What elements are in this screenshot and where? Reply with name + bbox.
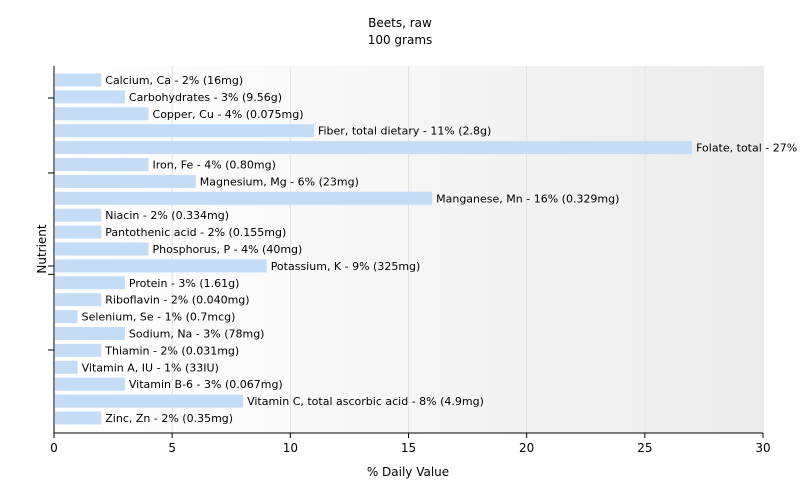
bar	[55, 259, 267, 273]
bar	[55, 73, 102, 87]
bar	[55, 208, 102, 222]
bar	[55, 141, 693, 155]
bar	[55, 293, 102, 307]
bar-label: Calcium, Ca - 2% (16mg)	[105, 74, 243, 87]
bar-label: Potassium, K - 9% (325mg)	[271, 260, 421, 273]
bar	[55, 360, 78, 374]
bar	[55, 174, 196, 188]
bar	[55, 90, 125, 104]
bar-label: Folate, total - 27% (109mcg)	[696, 142, 800, 155]
bar-label: Vitamin A, IU - 1% (33IU)	[82, 361, 219, 374]
y-axis-label: Nutrient	[35, 224, 49, 274]
x-tick-label: 20	[519, 441, 534, 455]
bar	[55, 377, 125, 391]
bar-label: Thiamin - 2% (0.031mg)	[104, 344, 239, 357]
bar	[55, 411, 102, 425]
bar	[55, 394, 244, 408]
bar-label: Selenium, Se - 1% (0.7mcg)	[82, 311, 236, 324]
bar-label: Iron, Fe - 4% (0.80mg)	[153, 159, 276, 172]
bar-label: Vitamin B-6 - 3% (0.067mg)	[129, 378, 283, 391]
x-tick-label: 0	[50, 441, 58, 455]
bar	[55, 158, 149, 171]
bar-label: Zinc, Zn - 2% (0.35mg)	[105, 412, 233, 425]
bar-label: Manganese, Mn - 16% (0.329mg)	[436, 192, 619, 205]
bar-label: Carbohydrates - 3% (9.56g)	[129, 91, 282, 104]
bar-label: Niacin - 2% (0.334mg)	[105, 209, 229, 222]
x-tick-label: 30	[755, 441, 770, 455]
bar	[55, 107, 149, 121]
bar-label: Sodium, Na - 3% (78mg)	[129, 328, 265, 341]
bar	[55, 124, 314, 138]
x-tick-label: 25	[637, 441, 652, 455]
bar	[55, 242, 149, 256]
axes: 0 5 10 15 20 25 30	[48, 66, 771, 455]
bar-label: Vitamin C, total ascorbic acid - 8% (4.9…	[247, 395, 484, 408]
bar	[55, 310, 78, 324]
bar	[55, 327, 125, 340]
x-tick-label: 10	[283, 441, 298, 455]
chart-subtitle: 100 grams	[368, 33, 433, 47]
bar-label: Magnesium, Mg - 6% (23mg)	[200, 175, 359, 188]
bar-label: Phosphorus, P - 4% (40mg)	[153, 243, 303, 256]
bar-label: Pantothenic acid - 2% (0.155mg)	[105, 226, 286, 239]
bar	[55, 191, 433, 205]
bar-label: Protein - 3% (1.61g)	[129, 277, 240, 290]
bar	[55, 343, 102, 357]
bar	[55, 225, 102, 239]
bar-label: Copper, Cu - 4% (0.075mg)	[153, 108, 304, 121]
bars: Calcium, Ca - 2% (16mg) Carbohydrates - 3…	[55, 73, 800, 425]
bar-label: Riboflavin - 2% (0.040mg)	[105, 294, 249, 307]
bar-label: Fiber, total dietary - 11% (2.8g)	[318, 125, 491, 138]
x-tick-label: 5	[168, 441, 176, 455]
x-tick-label: 15	[401, 441, 416, 455]
bar	[55, 276, 125, 290]
chart-title: Beets, raw	[368, 16, 432, 30]
x-axis-label: % Daily Value	[367, 465, 449, 479]
